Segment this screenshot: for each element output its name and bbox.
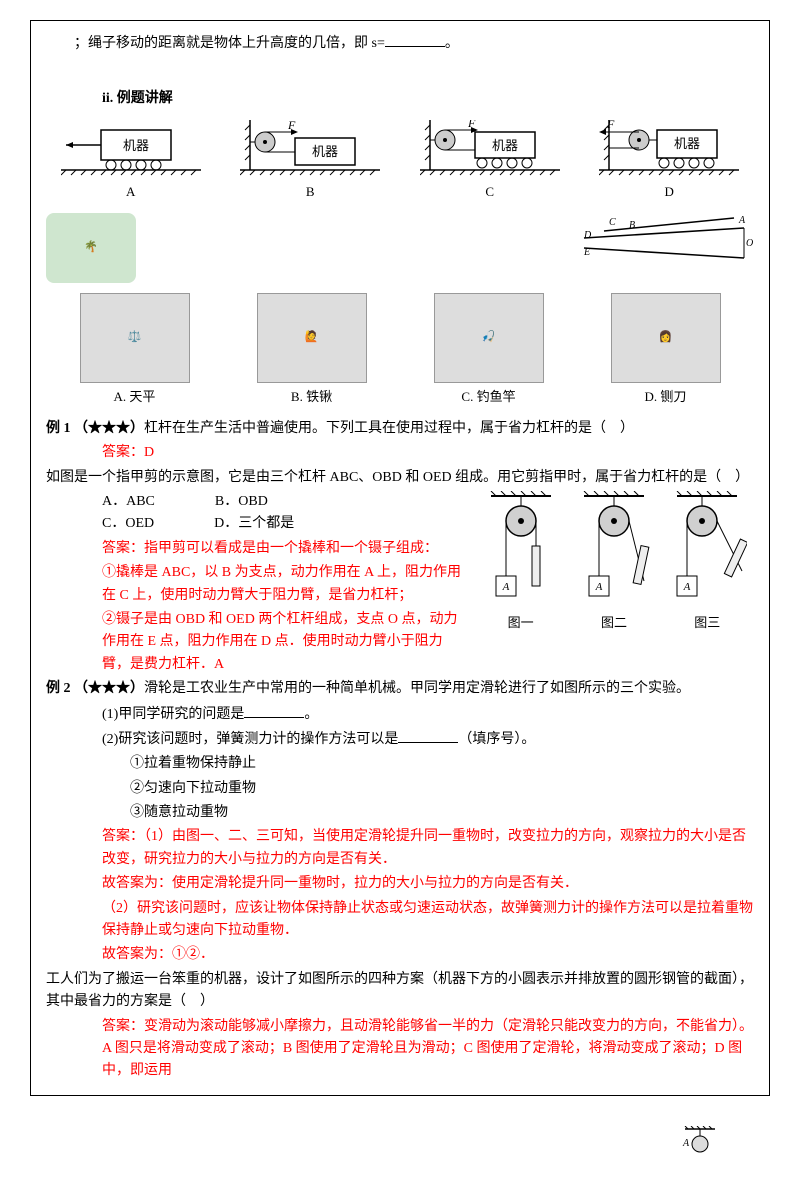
- shovel-icon: 🙋: [257, 293, 367, 383]
- machine-d-svg: F 机器: [599, 120, 739, 180]
- machine-text: 机器: [123, 138, 149, 153]
- tool-a-label: A. 天平: [114, 387, 156, 408]
- machine-a-label: A: [126, 182, 135, 203]
- tool-b-label: B. 铁锹: [291, 387, 332, 408]
- svg-text:F: F: [606, 120, 615, 131]
- ex1-answer: 答案：D: [46, 442, 754, 464]
- ex2-ans-3: （2）研究该问题时，应该让物体保持静止状态或匀速运动状态，故弹簧测力计的操作方法…: [46, 898, 754, 943]
- fishing-icon: 🎣: [434, 293, 544, 383]
- cutter-icon: 👩: [611, 293, 721, 383]
- section-ii-header: ii. 例题讲解: [46, 88, 754, 110]
- top-text: ；绳子移动的距离就是物体上升高度的几倍，即 s=: [74, 36, 385, 51]
- tools-row: ⚖️ A. 天平 🙋 B. 铁锹 🎣 C. 钓鱼竿 👩 D. 铡刀: [46, 293, 754, 408]
- pulley-3-label: 图三: [694, 613, 720, 634]
- nail-options-row2: C．OED D．三个都是: [46, 513, 464, 535]
- nail-options-row1: A．ABC B．OBD: [46, 491, 464, 513]
- tool-cutter: 👩 D. 铡刀: [606, 293, 726, 408]
- ex1-question: 杠杆在生产生活中普遍使用。下列工具在使用过程中，属于省力杠杆的是（ ）: [144, 421, 634, 436]
- pulley-1: A 图一: [478, 491, 563, 634]
- machine-c-svg: F 机器: [420, 120, 560, 180]
- ex2-q1-line: (1)甲同学研究的问题是 。: [46, 704, 754, 726]
- ex2-intro: 滑轮是工农业生产中常用的一种简单机械。甲同学用定滑轮进行了如图所示的三个实验。: [144, 681, 690, 696]
- machine-c: F 机器 C: [420, 120, 560, 203]
- machine-c-label: C: [485, 182, 494, 203]
- svg-text:D: D: [583, 230, 592, 241]
- machine-a: 机器 A: [61, 120, 201, 203]
- svg-text:F: F: [287, 120, 296, 132]
- worker-question: 工人们为了搬运一台笨重的机器，设计了如图所示的四种方案（机器下方的小圆表示并排放…: [46, 969, 754, 1014]
- ex1-line: 例 1 （★★★）杠杆在生产生活中普遍使用。下列工具在使用过程中，属于省力杠杆的…: [46, 418, 754, 440]
- svg-text:机器: 机器: [492, 138, 518, 153]
- ex2-ans-4: 故答案为：①②．: [46, 944, 754, 966]
- ex2-line: 例 2 （★★★）滑轮是工农业生产中常用的一种简单机械。甲同学用定滑轮进行了如图…: [46, 678, 754, 700]
- ex2-q2-line: (2)研究该问题时，弹簧测力计的操作方法可以是 （填序号）。: [46, 729, 754, 751]
- nail-opt-c: C．OED: [102, 513, 154, 535]
- tool-fishing: 🎣 C. 钓鱼竿: [429, 293, 549, 408]
- ex1-title: 例 1 （★★★）: [46, 421, 144, 436]
- tool-c-label: C. 钓鱼竿: [461, 387, 515, 408]
- palm-lever-row: 🌴 A B C D E O: [46, 213, 754, 283]
- page-content: ；绳子移动的距离就是物体上升高度的几倍，即 s= 。 ii. 例题讲解 机器 A: [30, 20, 770, 1096]
- tool-shovel: 🙋 B. 铁锹: [252, 293, 372, 408]
- nail-clipper-diagram: A B C D E O: [574, 213, 754, 273]
- palm-tree-icon: 🌴: [46, 213, 136, 283]
- ex2-ans-2: 故答案为：使用定滑轮提升同一重物时，拉力的大小与拉力的方向是否有关．: [46, 873, 754, 895]
- nail-opt-b: B．OBD: [215, 491, 268, 513]
- tool-balance: ⚖️ A. 天平: [75, 293, 195, 408]
- ex2-q2-hint: （填序号）。: [458, 732, 535, 747]
- pulley-3: A 图三: [665, 491, 750, 634]
- ex2-opt-3: ③随意拉动重物: [46, 802, 754, 824]
- blank-underline-2: [244, 704, 304, 718]
- svg-text:机器: 机器: [312, 144, 338, 159]
- worker-answer: 答案：变滑动为滚动能够减小摩擦力，且动滑轮能够省一半的力（定滑轮只能改变力的方向…: [46, 1016, 754, 1083]
- ex2-q2: (2)研究该问题时，弹簧测力计的操作方法可以是: [102, 732, 398, 747]
- machine-b-svg: F 机器: [240, 120, 380, 180]
- machine-d-label: D: [665, 182, 674, 203]
- svg-text:A: A: [501, 581, 509, 593]
- svg-text:A: A: [683, 581, 691, 593]
- svg-text:C: C: [609, 217, 616, 228]
- machine-d: F 机器 D: [599, 120, 739, 203]
- pulley-2: A 图二: [571, 491, 656, 634]
- machine-b-label: B: [306, 182, 315, 203]
- top-statement: ；绳子移动的距离就是物体上升高度的几倍，即 s= 。: [46, 33, 754, 55]
- tool-d-label: D. 铡刀: [645, 387, 687, 408]
- svg-text:B: B: [629, 220, 635, 231]
- pulley-1-label: 图一: [508, 613, 534, 634]
- svg-text:E: E: [583, 247, 590, 258]
- ex2-q1-end: 。: [304, 707, 318, 722]
- ex2-q1: (1)甲同学研究的问题是: [102, 707, 244, 722]
- nail-intro: 如图是一个指甲剪的示意图，它是由三个杠杆 ABC、OBD 和 OED 组成。用它…: [46, 467, 754, 489]
- machine-diagrams-row: 机器 A F: [46, 120, 754, 203]
- ex2-opt-1: ①拉着重物保持静止: [46, 753, 754, 775]
- ex2-opt-2: ②匀速向下拉动重物: [46, 778, 754, 800]
- nail-opt-a: A．ABC: [102, 491, 155, 513]
- svg-text:机器: 机器: [674, 136, 700, 151]
- svg-text:F: F: [467, 120, 476, 130]
- machine-b: F 机器 B: [240, 120, 380, 203]
- svg-text:A: A: [738, 215, 746, 226]
- ex2-ans-1: 答案：（1）由图一、二、三可知，当使用定滑轮提升同一重物时，改变拉力的方向，观察…: [46, 826, 754, 871]
- top-text-end: 。: [445, 36, 459, 51]
- nail-opt-d: D．三个都是: [214, 513, 294, 535]
- pulley-diagrams: A 图一 A 图二: [474, 491, 754, 634]
- pulley-2-label: 图二: [601, 613, 627, 634]
- svg-text:A: A: [595, 581, 603, 593]
- footer-pulley: A: [30, 1126, 770, 1184]
- blank-underline: [385, 33, 445, 47]
- ex2-title: 例 2 （★★★）: [46, 681, 144, 696]
- svg-text:O: O: [746, 238, 753, 249]
- svg-text:A: A: [682, 1138, 690, 1149]
- machine-a-svg: 机器: [61, 120, 201, 180]
- blank-underline-3: [398, 729, 458, 743]
- balance-icon: ⚖️: [80, 293, 190, 383]
